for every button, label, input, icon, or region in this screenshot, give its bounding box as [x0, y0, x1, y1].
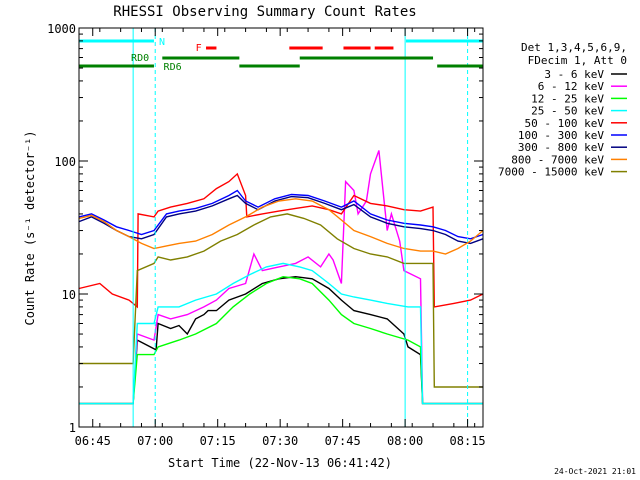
- y-axis-label: Count Rate (s⁻¹ detector⁻¹): [23, 130, 37, 325]
- series-line-2: [79, 275, 483, 405]
- x-tick-label-3: 07:30: [262, 434, 298, 448]
- x-tick-label-0: 06:45: [75, 434, 111, 448]
- x-tick-label-6: 08:15: [450, 434, 486, 448]
- generated-timestamp: 24-Oct-2021 21:01: [554, 467, 636, 476]
- x-tick-label-2: 07:15: [200, 434, 236, 448]
- legend-label-4: 50 - 100 keV: [525, 117, 605, 130]
- y-tick-label-3: 1000: [47, 22, 76, 36]
- annotation-layer: N F RD0 RD6: [78, 28, 483, 427]
- rd0-label: RD0: [131, 53, 149, 64]
- series-line-8: [79, 213, 483, 388]
- series-line-5: [78, 189, 484, 240]
- y-tick-label-1: 10: [62, 288, 76, 302]
- legend-label-7: 800 - 7000 keV: [511, 153, 604, 166]
- chart-title: RHESSI Observing Summary Count Rates: [113, 4, 416, 20]
- rd6-label: RD6: [164, 62, 182, 73]
- legend-label-8: 7000 - 15000 keV: [498, 166, 604, 179]
- legend-label-3: 25 - 50 keV: [531, 105, 604, 118]
- series-line-4: [78, 172, 484, 309]
- series-line-1: [79, 150, 483, 405]
- legend-header-line-1: Det 1,3,4,5,6,9,: [521, 41, 627, 54]
- x-axis: 06:45 07:00 07:15 07:30 07:45 08:00 08:15: [75, 28, 486, 448]
- x-axis-label: Start Time (22-Nov-13 06:41:42): [168, 456, 392, 470]
- series-line-3: [79, 262, 483, 405]
- legend-label-1: 6 - 12 keV: [538, 80, 605, 93]
- plot-frame: [78, 27, 484, 428]
- y-tick-label-0: 1: [69, 421, 76, 435]
- x-tick-label-1: 07:00: [137, 434, 173, 448]
- legend-header-line-2: FDecim 1, Att 0: [528, 54, 627, 67]
- series-line-0: [79, 275, 483, 405]
- y-tick-label-2: 100: [54, 155, 76, 169]
- x-tick-label-5: 08:00: [387, 434, 423, 448]
- series-line-7: [78, 198, 484, 255]
- x-tick-label-4: 07:45: [325, 434, 361, 448]
- y-axis: 1 10 100 1000: [47, 22, 483, 435]
- legend-label-0: 3 - 6 keV: [544, 68, 604, 81]
- legend-label-5: 100 - 300 keV: [518, 129, 604, 142]
- legend-label-2: 12 - 25 keV: [531, 92, 604, 105]
- series-layer: [78, 150, 484, 405]
- flare-label: F: [196, 43, 202, 54]
- legend-label-6: 300 - 800 keV: [518, 141, 604, 154]
- attenuator-label: N: [159, 37, 165, 48]
